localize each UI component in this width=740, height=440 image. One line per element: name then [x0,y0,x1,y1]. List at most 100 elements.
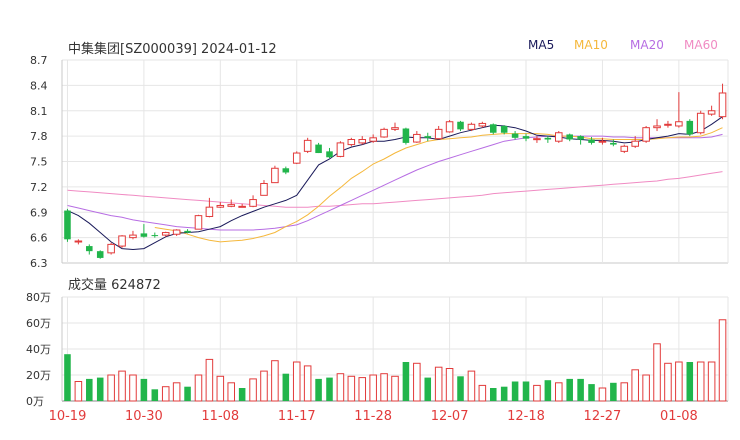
candle-body-up [238,205,246,208]
volume-title: 成交量 624872 [68,278,161,293]
volume-bar-down [511,381,519,401]
volume-bar-up [74,381,83,402]
volume-bar-up [445,368,454,402]
volume-bar-down [282,373,290,401]
volume-bar-up [675,361,683,402]
volume-tick-label: 40万 [26,343,51,356]
candle-body-up [107,243,115,254]
candle-body-up [445,121,454,133]
volume-bar-up [292,361,301,402]
candle-body-up [675,121,683,127]
volume-bar-down [522,381,530,401]
date-tick-label: 10-19 [49,409,87,424]
volume-bar-up [664,362,672,402]
volume-bar-up [653,343,661,402]
candle-body-up [434,128,443,140]
volume-bar-down [610,382,617,401]
candle-body-down [140,233,148,237]
date-tick-label: 12-27 [584,409,622,424]
volume-bar-up [391,375,399,402]
volume-bar-up [303,365,312,402]
candle-body-down [511,133,519,138]
volume-bar-up [118,370,126,402]
candle-body-up [303,139,312,152]
price-tick-label: 6.9 [30,206,48,219]
volume-bar-up [347,375,356,402]
volume-bar-up [336,373,345,402]
candle-body-up [533,138,541,141]
price-tick-label: 7.5 [30,156,48,169]
candle-body-up [478,122,487,127]
volume-bar-up [707,361,716,402]
chart-title: 中集集团[SZ000039] 2024-01-12 [68,42,277,57]
candle-body-down [588,139,595,143]
date-tick-label: 01-08 [660,409,698,424]
candle-body-up [172,229,181,235]
legend-ma60: MA60 [684,38,718,52]
volume-bar-up [369,374,377,402]
candle-body-up [336,142,345,157]
volume-bar-up [380,373,388,402]
candle-body-down [489,124,497,133]
volume-bar-up [533,384,541,402]
candle-body-up [227,204,236,207]
candle-body-up [413,133,421,143]
candle-body-down [566,134,573,140]
volume-bar-up [413,362,421,402]
candle-body-up [391,127,399,130]
candle-body-down [64,210,71,240]
candle-body-down [326,151,333,158]
candle-body-up [696,112,705,134]
price-tick-label: 7.8 [30,130,48,143]
price-tick-label: 6.6 [30,232,48,245]
price-tick-label: 7.2 [30,181,48,194]
volume-bar-down [588,384,595,401]
volume-bar-down [96,377,104,401]
candle-body-up [161,232,170,236]
date-tick-label: 11-28 [354,409,392,424]
volume-bar-up [205,358,214,402]
candle-body-down [282,168,290,173]
volume-bar-down [566,378,573,401]
candle-body-up [74,240,83,243]
candle-body-down [457,121,464,130]
volume-bar-down [326,377,333,401]
volume-bar-down [686,362,694,401]
candle-body-up [347,139,356,146]
volume-bar-up [249,378,257,402]
volume-bar-up [467,370,476,402]
volume-bar-up [620,382,629,402]
volume-bar-down [402,362,410,401]
candle-body-down [424,136,432,138]
candle-body-down [610,142,617,145]
candle-body-down [151,235,159,237]
candle-body-up [194,215,203,230]
ma20-line [67,133,723,231]
candle-body-up [292,152,301,164]
candle-body-up [271,167,279,184]
candle-body-down [86,246,93,252]
candle-body-up [249,199,257,207]
volume-tick-label: 20万 [26,369,51,382]
volume-bar-up [227,382,236,402]
volume-bar-down [457,376,464,401]
candle-body-down [402,128,410,143]
volume-bar-up [718,319,727,402]
volume-bar-up [598,387,607,402]
volume-bar-down [238,388,246,401]
candle-body-down [522,136,530,139]
candle-body-up [358,139,367,144]
volume-bar-down [140,378,148,401]
volume-bar-down [544,380,552,401]
candle-body-down [686,120,694,135]
ma60-line [67,171,723,208]
candle-body-up [118,235,126,247]
legend-ma10: MA10 [574,38,608,52]
date-tick-label: 10-30 [125,409,163,424]
volume-tick-label: 80万 [26,291,51,304]
candle-body-up [664,123,672,126]
volume-bar-up [358,377,367,402]
date-tick-label: 12-18 [507,409,545,424]
volume-bar-up [696,361,705,402]
candle-body-up [620,145,629,152]
